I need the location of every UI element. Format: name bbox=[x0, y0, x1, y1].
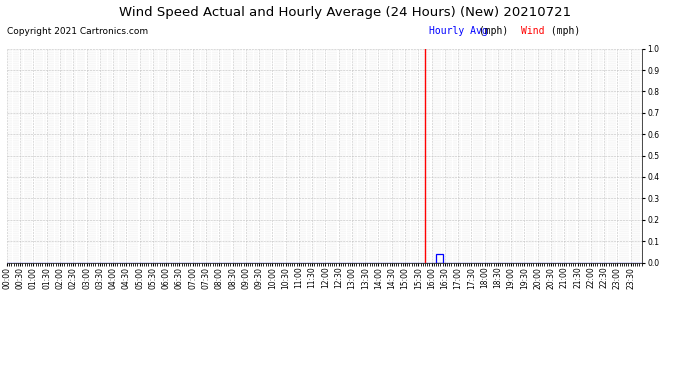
Text: Hourly Avg: Hourly Avg bbox=[429, 26, 488, 36]
Text: Copyright 2021 Cartronics.com: Copyright 2021 Cartronics.com bbox=[7, 27, 148, 36]
Text: Wind: Wind bbox=[521, 26, 544, 36]
Text: Wind Speed Actual and Hourly Average (24 Hours) (New) 20210721: Wind Speed Actual and Hourly Average (24… bbox=[119, 6, 571, 19]
Text: (mph): (mph) bbox=[544, 26, 580, 36]
Text: (mph): (mph) bbox=[473, 26, 509, 36]
Bar bbox=[436, 254, 442, 262]
